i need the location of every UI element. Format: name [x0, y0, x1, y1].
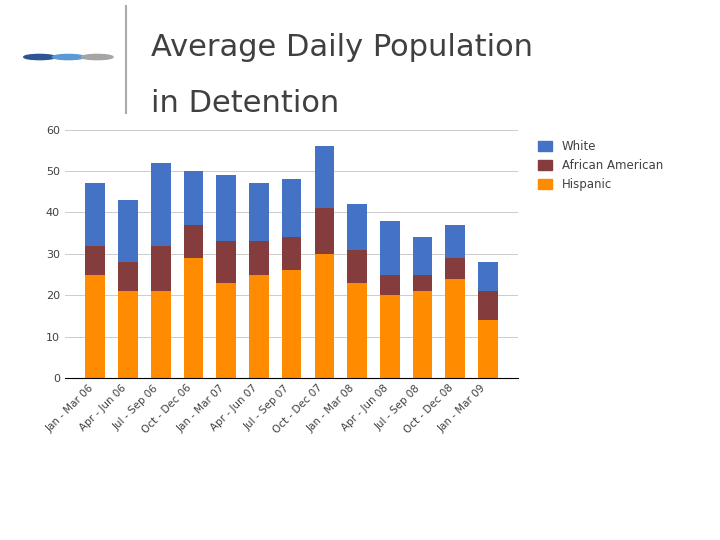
Bar	[380, 295, 400, 378]
Bar	[380, 221, 400, 274]
Bar	[118, 262, 138, 291]
Bar	[315, 146, 334, 208]
Bar	[118, 291, 138, 378]
Legend: White, African American, Hispanic: White, African American, Hispanic	[534, 136, 667, 196]
Bar	[282, 179, 302, 237]
Bar	[347, 249, 367, 283]
Bar	[216, 283, 236, 378]
Bar	[249, 184, 269, 241]
Bar	[413, 237, 432, 274]
Bar	[86, 246, 105, 274]
Bar	[184, 258, 203, 378]
Circle shape	[24, 55, 55, 59]
Bar	[347, 283, 367, 378]
Bar	[315, 254, 334, 378]
Bar	[446, 279, 465, 378]
Bar	[249, 241, 269, 274]
Bar	[151, 246, 171, 291]
Bar	[478, 262, 498, 291]
Bar	[184, 171, 203, 225]
Bar	[86, 274, 105, 378]
Bar	[347, 204, 367, 249]
Bar	[282, 237, 302, 271]
Circle shape	[81, 55, 113, 59]
Bar	[478, 291, 498, 320]
Text: Average Daily Population: Average Daily Population	[151, 33, 534, 62]
Bar	[216, 241, 236, 283]
Bar	[86, 184, 105, 246]
Bar	[118, 200, 138, 262]
Bar	[282, 271, 302, 378]
Circle shape	[53, 55, 84, 59]
Bar	[151, 163, 171, 246]
Bar	[216, 175, 236, 241]
Bar	[315, 208, 334, 254]
Text: in Detention: in Detention	[151, 89, 339, 118]
Bar	[413, 274, 432, 291]
Bar	[380, 274, 400, 295]
Bar	[478, 320, 498, 378]
Bar	[446, 258, 465, 279]
Bar	[446, 225, 465, 258]
Bar	[151, 291, 171, 378]
Bar	[413, 291, 432, 378]
Bar	[184, 225, 203, 258]
Bar	[249, 274, 269, 378]
